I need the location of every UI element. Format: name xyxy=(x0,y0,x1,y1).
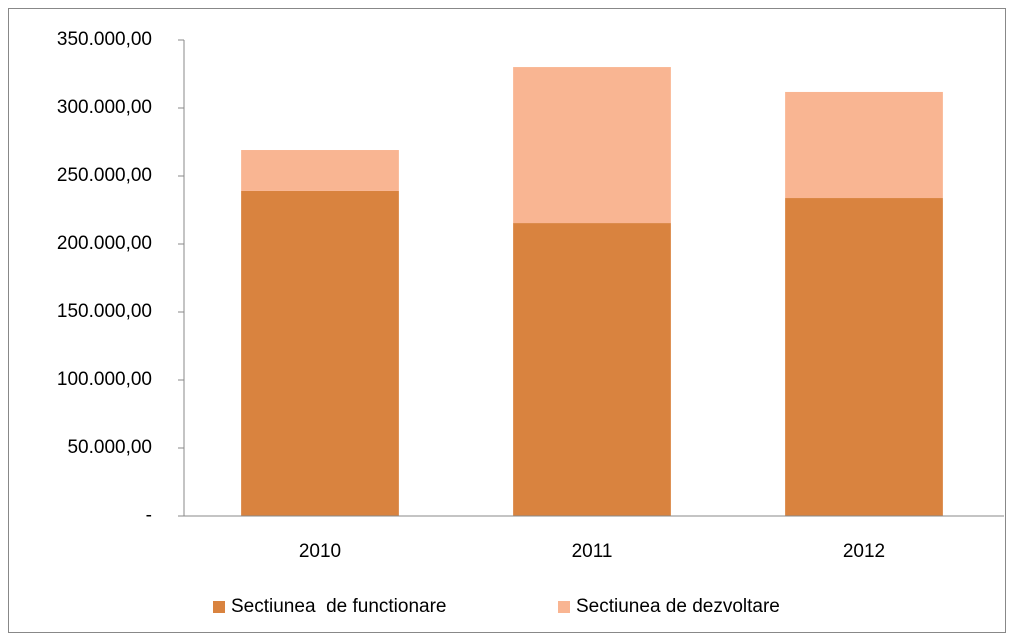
y-tick-label: 350.000,00 xyxy=(57,29,152,50)
bar-segment xyxy=(241,150,399,191)
legend-swatch xyxy=(213,601,225,613)
x-tick-label: 2010 xyxy=(299,541,341,562)
legend-label: Sectiunea de dezvoltare xyxy=(576,596,780,617)
y-tick-label: 50.000,00 xyxy=(67,437,152,458)
y-tick-label: 200.000,00 xyxy=(57,233,152,254)
bar-segment xyxy=(785,91,943,199)
legend-swatch xyxy=(558,601,570,613)
y-tick-label: 250.000,00 xyxy=(57,165,152,186)
x-tick-label: 2011 xyxy=(572,541,613,562)
bar-segment xyxy=(785,198,943,517)
y-tick-label: - xyxy=(146,505,152,526)
bar-segment xyxy=(513,223,671,516)
y-tick-label: 300.000,00 xyxy=(57,97,152,118)
y-tick-label: 100.000,00 xyxy=(57,369,152,390)
legend-label: Sectiunea de functionare xyxy=(231,596,447,617)
y-tick-label: 150.000,00 xyxy=(57,301,152,322)
bar-segment xyxy=(241,190,399,516)
x-tick-label: 2012 xyxy=(843,541,885,562)
bar-segment xyxy=(513,67,671,224)
